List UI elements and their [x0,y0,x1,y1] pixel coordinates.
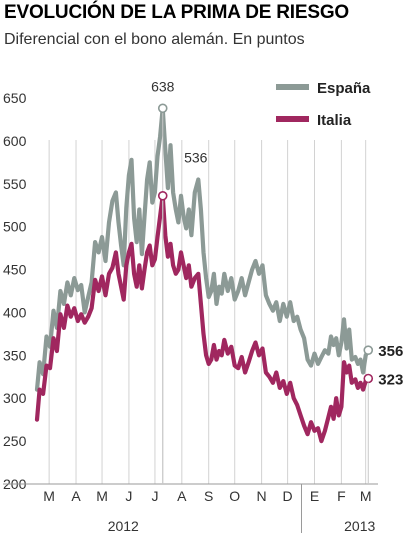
legend-label: España [317,80,371,97]
x-tick-label: J [151,488,158,504]
end-value-label: 356 [378,343,403,360]
y-tick-label: 250 [3,433,27,449]
year-label: 2013 [344,518,375,534]
y-tick-label: 350 [3,347,27,363]
peak-marker [157,103,168,114]
x-tick-label: D [283,488,293,504]
x-tick-label: S [204,488,213,504]
series-lines [34,106,371,444]
y-tick-label: 500 [3,219,27,235]
end-marker [363,345,374,355]
peak-marker [157,190,168,201]
x-tick-label: O [229,488,240,504]
annotations: 638 536 356 323 [151,78,403,484]
peak-label: 638 [151,78,175,94]
chart-title: EVOLUCIÓN DE LA PRIMA DE RIESGO [4,2,349,23]
x-tick-label: J [125,488,132,504]
chart-subtitle: Diferencial con el bono alemán. En punto… [4,31,305,48]
end-value-label: 323 [378,371,403,388]
x-tick-label: N [257,488,267,504]
y-tick-label: 450 [3,262,27,278]
legend: España Italia [276,80,371,129]
series-line-italia [34,193,371,444]
x-tick-label: M [96,488,108,504]
series-line-espana [34,106,371,392]
x-tick-label: A [177,488,187,504]
y-tick-label: 300 [3,390,27,406]
x-tick-label: E [310,488,319,504]
end-marker [363,373,374,384]
legend-label: Italia [317,112,352,129]
x-tick-label: M [43,488,55,504]
peak-label: 536 [184,149,208,165]
y-tick-label: 550 [3,176,27,192]
x-tick-label: F [337,488,346,504]
x-tick-label: M [360,488,372,504]
year-label: 2012 [108,518,139,534]
y-tick-label: 600 [3,133,27,149]
y-tick-label: 650 [3,90,27,106]
x-tick-label: A [71,488,81,504]
y-tick-label: 400 [3,304,27,320]
